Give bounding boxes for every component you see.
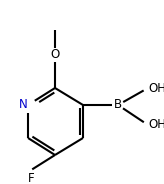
- Text: N: N: [19, 98, 28, 112]
- Text: OH: OH: [148, 82, 164, 95]
- Text: O: O: [50, 49, 60, 61]
- Text: F: F: [28, 172, 35, 184]
- Text: OH: OH: [148, 118, 164, 132]
- Text: B: B: [114, 98, 122, 112]
